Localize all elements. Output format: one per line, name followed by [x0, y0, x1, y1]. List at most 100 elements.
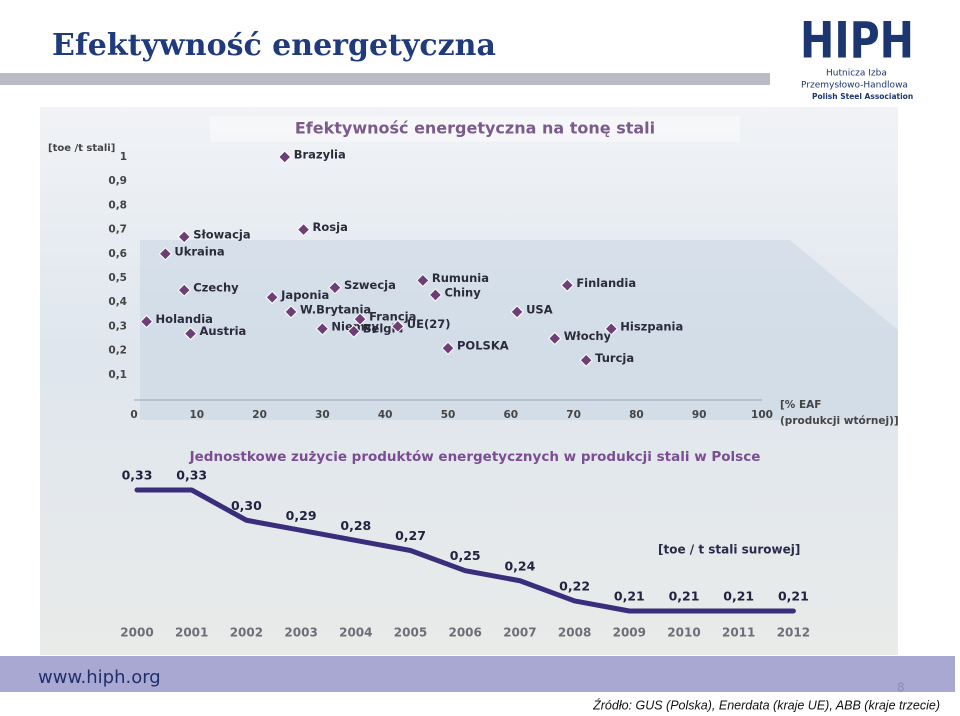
- x-axis-label: [% EAF: [780, 399, 821, 411]
- x-tick-label: 80: [629, 409, 644, 421]
- value-label: 0,24: [504, 558, 535, 573]
- x-tick-label: 10: [189, 409, 204, 421]
- value-label: 0,21: [669, 589, 700, 604]
- x-tick-label: 2005: [394, 626, 427, 640]
- line-series: [134, 487, 796, 614]
- source-note: Źródło: GUS (Polska), Enerdata (kraje UE…: [592, 697, 940, 712]
- y-tick-label: 0,2: [108, 345, 127, 357]
- x-axis-label: (produkcji wtórnej)]: [780, 415, 899, 427]
- x-tick-label: 100: [751, 409, 773, 421]
- scatter-point: [347, 324, 361, 338]
- scatter-point: [510, 305, 524, 319]
- x-tick-label: 50: [441, 409, 456, 421]
- point-label: Rosja: [313, 220, 348, 234]
- x-tick-label: 2002: [230, 626, 263, 640]
- scatter-point: [604, 322, 618, 336]
- point-label: Finlandia: [576, 276, 636, 290]
- y-tick-label: 0,1: [108, 369, 127, 381]
- x-tick-label: 2006: [448, 626, 481, 640]
- title-bar: [0, 73, 770, 85]
- x-tick-label: 40: [378, 409, 393, 421]
- y-tick-label: 0,5: [108, 272, 127, 284]
- logo-line: Polish Steel Association: [812, 92, 913, 101]
- background-panels: [140, 240, 898, 420]
- value-label: 0,21: [723, 589, 754, 604]
- x-tick-label: 0: [130, 409, 137, 421]
- chart-title: Jednostkowe zużycie produktów energetycz…: [189, 449, 761, 465]
- point-label: Francja: [369, 310, 416, 324]
- scatter-point: [328, 280, 342, 295]
- scatter-point: [416, 273, 430, 288]
- page-number: 8: [897, 681, 905, 695]
- point-label: Holandia: [156, 312, 213, 326]
- y-tick-label: 0,4: [108, 296, 127, 308]
- y-axis-label: [toe /t stali]: [48, 143, 115, 154]
- point-label: Austria: [200, 324, 247, 338]
- x-tick-label: 2008: [558, 626, 591, 640]
- x-tick-label: 60: [503, 409, 518, 421]
- x-tick-label: 2000: [120, 626, 153, 640]
- scatter-point: [177, 283, 191, 297]
- value-label: 0,30: [231, 498, 262, 513]
- scatter-point: [548, 331, 562, 346]
- y-tick-label: 1: [120, 151, 127, 163]
- point-label: W.Brytania: [300, 302, 371, 316]
- scatter-point: [177, 230, 191, 244]
- point-label: Brazylia: [294, 148, 346, 162]
- point-label: Hiszpania: [620, 319, 683, 333]
- point-label: Japonia: [280, 288, 329, 302]
- logo-name: HIPH: [800, 12, 914, 70]
- point-label: Włochy: [564, 329, 612, 343]
- footer-bar: [0, 656, 955, 692]
- point-label: Ukraina: [174, 244, 224, 258]
- x-tick-label: 2003: [284, 626, 317, 640]
- title-panel: [210, 116, 740, 142]
- scatter-point: [139, 314, 154, 329]
- point-label: Turcja: [595, 351, 634, 365]
- value-label: 0,27: [395, 528, 426, 543]
- scatter-point: [278, 150, 292, 164]
- point-label: UE(27): [407, 317, 451, 331]
- logo-line: Przemysłowo-Handlowa: [801, 81, 908, 91]
- point-label: Chiny: [444, 285, 481, 299]
- y-tick-label: 0,6: [108, 248, 127, 260]
- x-tick-label: 2004: [339, 626, 372, 640]
- value-label: 0,33: [122, 468, 153, 483]
- y-tick-label: 0,3: [108, 320, 127, 332]
- value-label: 0,33: [176, 468, 207, 483]
- point-label: Rumunia: [432, 271, 489, 285]
- point-label: Szwecja: [344, 278, 396, 292]
- scatter-point: [296, 222, 311, 237]
- scatter-point: [353, 312, 367, 326]
- scatter-point: [315, 322, 330, 336]
- y-tick-label: 0,8: [108, 199, 127, 211]
- x-tick-label: 2012: [777, 626, 810, 640]
- scatter-point: [158, 247, 173, 261]
- value-label: 0,29: [286, 508, 317, 523]
- value-label: 0,22: [559, 578, 590, 593]
- x-tick-label: 2010: [667, 626, 700, 640]
- point-label: Czechy: [193, 281, 239, 295]
- x-tick-label: 70: [566, 409, 581, 421]
- footer-url: www.hiph.org: [38, 667, 161, 688]
- slide-title: Efektywność energetyczna: [52, 28, 496, 63]
- scatter-point: [441, 341, 455, 355]
- scatter-point: [560, 278, 575, 292]
- value-label: 0,25: [450, 548, 481, 563]
- x-tick-label: 20: [252, 409, 267, 421]
- value-label: 0,28: [340, 518, 371, 533]
- point-label: Słowacja: [193, 227, 250, 241]
- scatter-point: [391, 319, 405, 334]
- scatter-point: [265, 290, 279, 305]
- logo-line: Hutnicza Izba: [826, 69, 887, 79]
- x-tick-label: 30: [315, 409, 330, 421]
- scatter-point: [428, 288, 443, 302]
- y-tick-label: 0,7: [108, 224, 127, 236]
- x-tick-label: 2009: [613, 626, 646, 640]
- point-label: POLSKA: [457, 339, 509, 353]
- x-tick-label: 90: [692, 409, 707, 421]
- y-tick-label: 0,9: [108, 175, 127, 187]
- scatter-point: [183, 326, 198, 341]
- x-tick-label: 2011: [722, 626, 755, 640]
- x-tick-label: 2001: [175, 626, 208, 640]
